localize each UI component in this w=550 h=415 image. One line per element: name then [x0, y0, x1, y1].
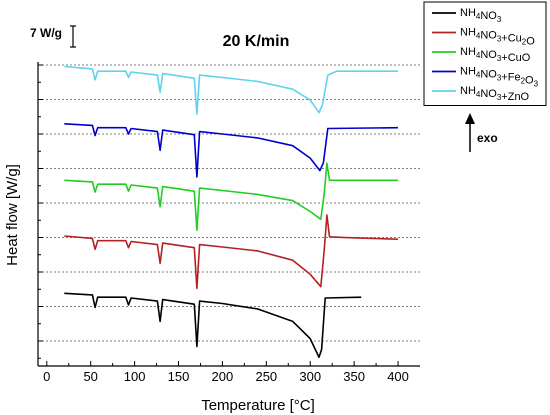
- x-tick-label: 300: [299, 369, 321, 384]
- exo-label: exo: [477, 131, 498, 145]
- legend-label: NH4NO3+Cu2O: [460, 27, 535, 48]
- exo-arrow-head: [465, 113, 475, 124]
- x-tick-label: 0: [43, 369, 50, 384]
- legend-box: [423, 1, 547, 106]
- series-group: [64, 65, 399, 359]
- series-line-2: [64, 214, 399, 290]
- series-line-5: [64, 65, 398, 115]
- x-tick-label: 50: [83, 369, 97, 384]
- legend-label: NH4NO3+CuO: [460, 46, 531, 64]
- x-tick-label: 150: [168, 369, 190, 384]
- scale-bar: 7 W/g: [30, 25, 76, 48]
- series-line-1: [64, 292, 362, 359]
- series-line-4: [64, 123, 399, 178]
- y-axis-title: Heat flow [W/g]: [4, 164, 21, 266]
- x-tick-label: 200: [212, 369, 234, 384]
- chart-title: 20 K/min: [223, 33, 290, 50]
- series-line-3: [64, 162, 398, 231]
- axes: 0 50 100 150 200 250 300 350 400: [37, 62, 420, 384]
- legend-label: NH4NO3+ZnO: [460, 85, 530, 103]
- scale-bar-label: 7 W/g: [30, 26, 62, 40]
- legend-label: NH4NO3: [460, 7, 502, 24]
- x-tick-label: 250: [255, 369, 277, 384]
- legend-label: NH4NO3+Fe2O3: [460, 66, 539, 89]
- x-tick-label: 350: [343, 369, 365, 384]
- exo-indicator: exo: [465, 113, 498, 152]
- x-axis-title: Temperature [°C]: [201, 397, 315, 414]
- x-tick-label: 400: [387, 369, 409, 384]
- x-tick-label: 100: [124, 369, 146, 384]
- grid: [38, 64, 420, 342]
